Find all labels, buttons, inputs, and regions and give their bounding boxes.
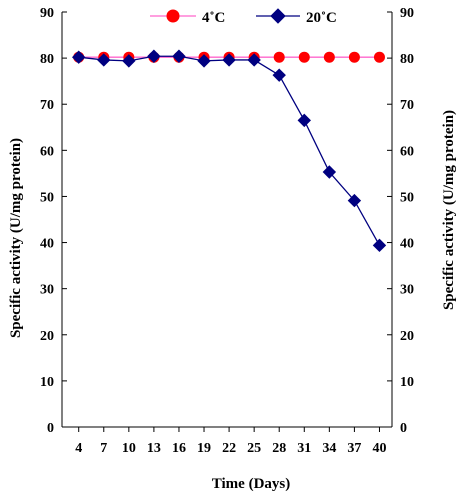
y-axis-left-title: Specific activity (U/mg protein)	[8, 138, 24, 338]
y-tick-right-label: 20	[400, 329, 414, 344]
x-tick-label: 25	[247, 441, 261, 456]
y-tick-left-label: 70	[40, 98, 54, 113]
y-tick-right-label: 90	[400, 6, 414, 21]
x-tick-label: 34	[322, 441, 336, 456]
x-tick-label: 28	[272, 441, 286, 456]
data-point	[297, 113, 311, 128]
x-axis-title: Time (Days)	[212, 476, 290, 492]
x-tick-label: 22	[222, 441, 236, 456]
data-point	[373, 51, 385, 63]
data-point	[172, 49, 186, 63]
y-axis-left-ticks: 0 10 20 30 40 50 60 70 80 90	[40, 6, 67, 436]
data-point	[298, 51, 310, 63]
y-tick-right-label: 70	[400, 98, 414, 113]
data-point	[273, 51, 285, 63]
y-tick-left-label: 80	[40, 52, 54, 67]
y-tick-left-label: 0	[47, 421, 54, 436]
y-tick-left-label: 60	[40, 144, 54, 159]
y-tick-right-label: 10	[400, 375, 414, 390]
legend-label: 4˚C	[202, 10, 225, 26]
series-layer	[72, 49, 387, 253]
x-tick-label: 16	[172, 441, 186, 456]
x-tick-label: 7	[100, 441, 107, 456]
y-tick-left-label: 10	[40, 375, 54, 390]
x-tick-label: 13	[147, 441, 161, 456]
y-tick-left-label: 40	[40, 237, 54, 252]
y-axis-right-ticks: 0 10 20 30 40 50 60 70 80 90	[387, 6, 414, 436]
x-axis-ticks: 4 7 10 13 16 19 22 25 28 31 34 37 40	[75, 427, 386, 456]
data-point	[372, 238, 387, 253]
data-point	[323, 51, 335, 63]
data-point	[272, 68, 286, 82]
y-tick-right-label: 0	[400, 421, 407, 436]
data-point	[222, 53, 236, 67]
data-point	[122, 54, 136, 68]
data-point	[197, 54, 211, 68]
x-tick-label: 37	[347, 441, 361, 456]
x-tick-label: 40	[372, 441, 386, 456]
y-tick-right-label: 80	[400, 52, 414, 67]
series-20c	[72, 49, 387, 253]
data-point	[72, 50, 86, 64]
legend-item: 20˚C	[256, 8, 337, 26]
y-tick-right-label: 30	[400, 283, 414, 298]
y-axis-right-title: Specific activity (U/mg protein)	[441, 110, 457, 310]
x-tick-label: 4	[75, 441, 82, 456]
data-point	[147, 49, 161, 63]
x-tick-label: 31	[297, 441, 311, 456]
x-tick-label: 10	[122, 441, 136, 456]
y-tick-left-label: 20	[40, 329, 54, 344]
legend-item: 4˚C	[150, 9, 225, 26]
data-point	[97, 53, 111, 67]
data-point	[247, 53, 261, 67]
y-tick-right-label: 40	[400, 237, 414, 252]
series-line	[78, 55, 381, 246]
axes	[61, 12, 393, 428]
data-point	[322, 165, 337, 179]
y-tick-left-label: 30	[40, 283, 54, 298]
legend-swatch-marker	[166, 9, 180, 23]
data-point	[347, 193, 362, 208]
x-tick-label: 19	[197, 441, 211, 456]
y-tick-right-label: 50	[400, 190, 414, 205]
legend: 4˚C 20˚C	[150, 8, 337, 26]
y-tick-right-label: 60	[400, 144, 414, 159]
legend-swatch-marker	[270, 8, 286, 24]
legend-label: 20˚C	[306, 10, 337, 26]
y-tick-left-label: 50	[40, 190, 54, 205]
data-point	[348, 51, 360, 63]
y-tick-left-label: 90	[40, 6, 54, 21]
